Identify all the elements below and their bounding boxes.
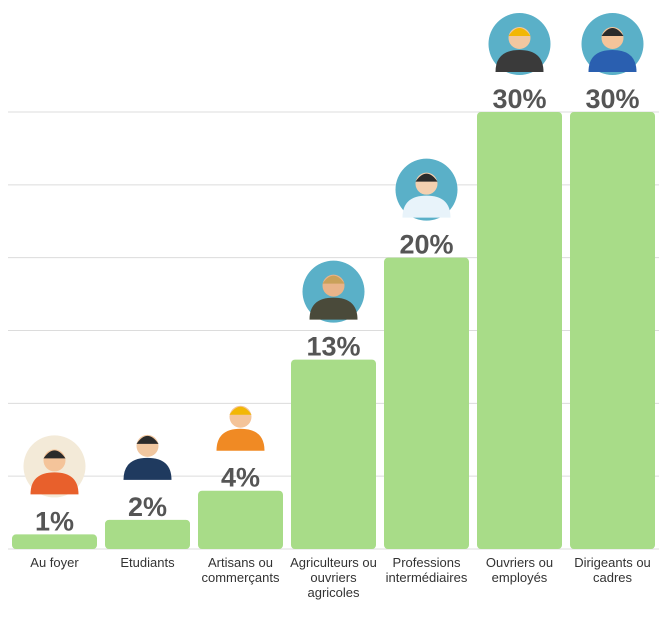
value-label: 4% xyxy=(221,463,260,493)
avatar-body xyxy=(30,472,79,495)
x-tick-label: Au foyer xyxy=(30,555,79,570)
avatar-hair xyxy=(601,28,624,36)
avatar-icon xyxy=(581,13,644,75)
avatar-body xyxy=(123,457,172,480)
avatar-icon xyxy=(395,158,458,221)
avatar-icon xyxy=(488,13,551,75)
bar xyxy=(105,519,190,549)
avatar-icon xyxy=(123,434,172,480)
bar xyxy=(477,112,562,549)
avatar-hair xyxy=(322,275,345,284)
bar xyxy=(12,534,97,549)
value-label: 13% xyxy=(306,332,360,362)
avatar-body xyxy=(402,195,451,218)
value-label: 2% xyxy=(128,492,167,522)
x-tick-label: Etudiants xyxy=(120,555,175,570)
bar xyxy=(570,112,655,549)
bar xyxy=(198,490,283,549)
value-label: 30% xyxy=(492,84,546,114)
avatar-hair xyxy=(43,450,66,459)
x-tick-label: Dirigeants ou cadres xyxy=(574,555,651,585)
x-tick-label: Professions intermédiaires xyxy=(385,555,468,585)
x-tick-label: Artisans ou commerçants xyxy=(201,555,280,585)
avatar-icon xyxy=(302,260,365,323)
avatar-body xyxy=(309,297,358,320)
avatar-hair xyxy=(136,435,159,444)
x-tick-label: Ouvriers ou employés xyxy=(485,555,554,585)
avatar-body xyxy=(495,50,544,72)
value-label: 1% xyxy=(35,506,74,536)
x-tick-label: Agriculteurs ou ouvriers agricoles xyxy=(290,555,377,600)
avatar-hair xyxy=(508,28,531,36)
bar xyxy=(291,359,376,549)
avatar-icon xyxy=(216,405,265,451)
avatar-hair xyxy=(415,173,438,182)
bar xyxy=(384,257,469,549)
value-label: 20% xyxy=(399,230,453,260)
avatar-hair xyxy=(229,406,252,415)
avatar-icon xyxy=(23,435,86,498)
avatar-body xyxy=(588,50,637,72)
value-label: 30% xyxy=(585,84,639,114)
avatar-body xyxy=(216,428,265,451)
